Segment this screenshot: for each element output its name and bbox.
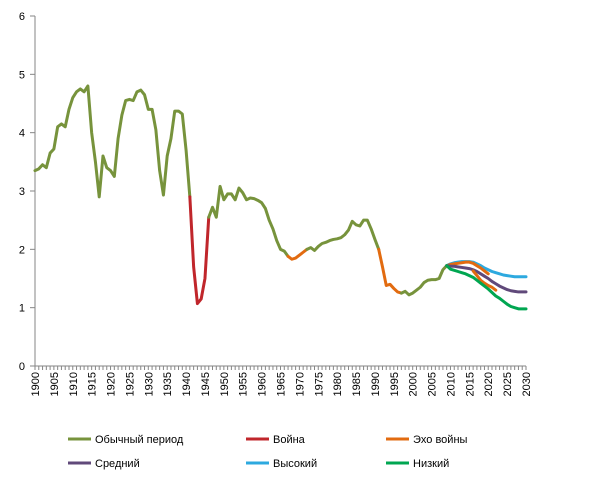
series-line-3 [286,247,309,261]
y-tick-label: 4 [19,128,25,140]
series-line-10 [471,269,498,292]
x-tick-label: 1940 [181,372,193,396]
legend-label: Высокий [273,458,317,470]
x-tick-label: 1920 [106,372,118,396]
x-tick-label: 2005 [427,372,439,396]
y-tick-label: 2 [19,244,25,256]
x-tick-label: 1955 [238,372,250,396]
x-tick-label: 1990 [370,372,382,396]
series-line-5 [377,247,403,295]
x-tick-label: 2000 [408,372,420,396]
x-tick-label: 1980 [332,372,344,396]
x-tick-label: 2030 [521,372,533,396]
x-tick-label: 1900 [30,372,42,396]
x-tick-label: 1910 [68,372,80,396]
x-tick-label: 2025 [502,372,514,396]
x-axis: 1900 1905 1910 1915 1920 1925 1930 1935 1940 1945… [30,365,533,396]
x-tick-label: 2015 [464,372,476,396]
legend-label: Война [273,434,306,446]
x-tick-label: 1960 [257,372,269,396]
y-tick-label: 0 [19,361,25,373]
x-tick-label: 1970 [294,372,306,396]
y-axis: 0 1 2 3 4 5 6 [19,11,36,373]
x-tick-label: 2010 [445,372,457,396]
y-tick-label: 3 [19,186,25,198]
x-tick-label: 1915 [87,372,99,396]
x-tick-label: 1925 [124,372,136,396]
series-line-9 [445,264,528,294]
series-line-4 [305,218,381,252]
x-tick-label: 1935 [162,372,174,396]
series-line-11 [445,264,528,311]
y-tick-label: 5 [19,69,25,81]
legend-label: Обычный период [95,434,184,446]
series-line-6 [399,264,449,297]
x-tick-label: 1945 [200,372,212,396]
y-tick-label: 1 [19,303,25,315]
legend-label: Средний [95,458,140,470]
legend-label: Низкий [413,458,449,470]
legend-label: Эхо войны [413,434,468,446]
x-tick-label: 1950 [219,372,231,396]
y-tick-label: 6 [19,11,25,23]
x-tick-label: 2020 [483,372,495,396]
x-tick-label: 1905 [49,372,61,396]
x-tick-label: 1985 [351,372,363,396]
series-line-1 [188,195,211,306]
plot-series [33,84,528,311]
x-tick-label: 1930 [143,372,155,396]
series-line-8 [445,260,490,276]
x-tick-label: 1975 [313,372,325,396]
series-line-2 [207,184,290,258]
x-tick-label: 1995 [389,372,401,396]
legend: Обычный период Война Эхо войны Средний Высок… [68,434,468,470]
x-tick-label: 1965 [276,372,288,396]
series-line-0 [33,84,192,199]
